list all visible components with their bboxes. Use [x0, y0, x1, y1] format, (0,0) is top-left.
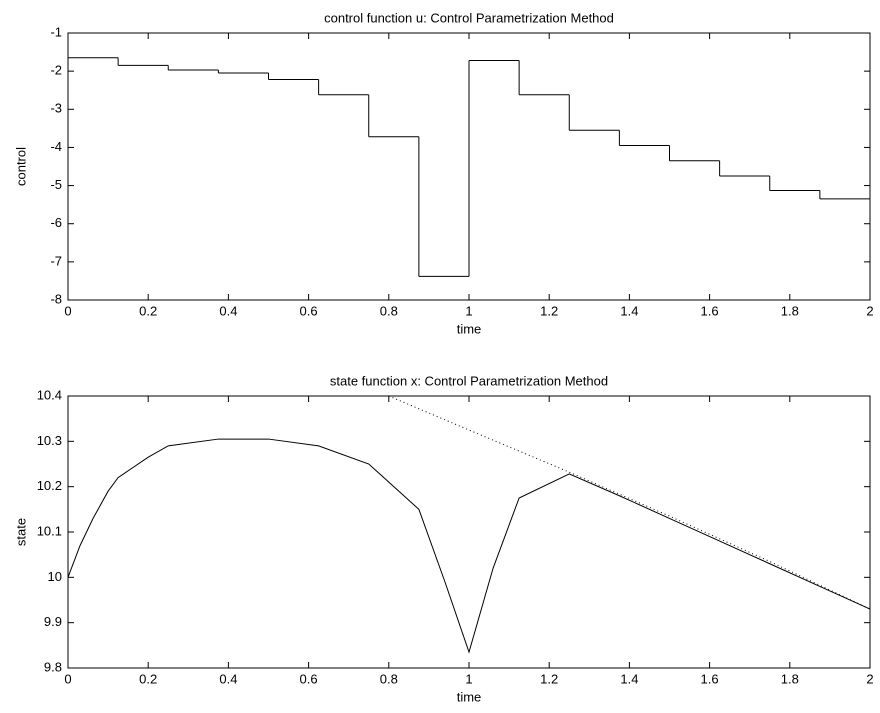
x-tick-label: 0.4	[219, 303, 237, 318]
chart-title: control function u: Control Parametrizat…	[324, 10, 614, 25]
chart-title: state function x: Control Parametrizatio…	[330, 373, 608, 388]
y-tick-label: -8	[50, 291, 62, 306]
y-tick-label: -5	[50, 177, 62, 192]
y-tick-label: 10.4	[37, 387, 62, 402]
x-tick-label: 1.8	[781, 303, 799, 318]
x-tick-label: 1.2	[540, 671, 558, 686]
plot-frame	[67, 395, 871, 669]
y-tick-label: -4	[50, 139, 62, 154]
data-line	[67, 438, 871, 654]
x-tick-label: 0	[64, 303, 71, 318]
x-tick-label: 2	[866, 671, 873, 686]
x-tick-label: 0.8	[380, 671, 398, 686]
y-axis-label: control	[13, 147, 28, 186]
x-tick-label: 1.2	[540, 303, 558, 318]
x-tick-label: 1.4	[620, 303, 638, 318]
x-tick-label: 0.2	[139, 303, 157, 318]
x-tick-label: 0.6	[300, 303, 318, 318]
x-axis-label: time	[457, 689, 482, 704]
x-tick-label: 0	[64, 671, 71, 686]
y-tick-label: -6	[50, 215, 62, 230]
y-tick-label: 10.1	[37, 523, 62, 538]
y-tick-label: 9.8	[44, 659, 62, 674]
y-tick-label: -3	[50, 101, 62, 116]
x-tick-label: 1.4	[620, 671, 638, 686]
x-axis-label: time	[457, 321, 482, 336]
y-tick-label: 9.9	[44, 614, 62, 629]
y-tick-label: 10.2	[37, 478, 62, 493]
data-line	[388, 395, 871, 610]
x-tick-label: 1	[465, 671, 472, 686]
x-tick-label: 1	[465, 303, 472, 318]
x-tick-label: 2	[866, 303, 873, 318]
x-tick-label: 1.8	[781, 671, 799, 686]
x-tick-label: 0.2	[139, 671, 157, 686]
x-tick-label: 1.6	[701, 303, 719, 318]
y-tick-label: -7	[50, 253, 62, 268]
y-tick-label: 10.3	[37, 433, 62, 448]
x-tick-label: 1.6	[701, 671, 719, 686]
x-tick-label: 0.6	[300, 671, 318, 686]
y-axis-label: state	[13, 518, 28, 546]
y-tick-label: -2	[50, 63, 62, 78]
y-tick-label: -1	[50, 24, 62, 39]
x-tick-label: 0.8	[380, 303, 398, 318]
y-tick-label: 10	[48, 569, 62, 584]
x-tick-label: 0.4	[219, 671, 237, 686]
